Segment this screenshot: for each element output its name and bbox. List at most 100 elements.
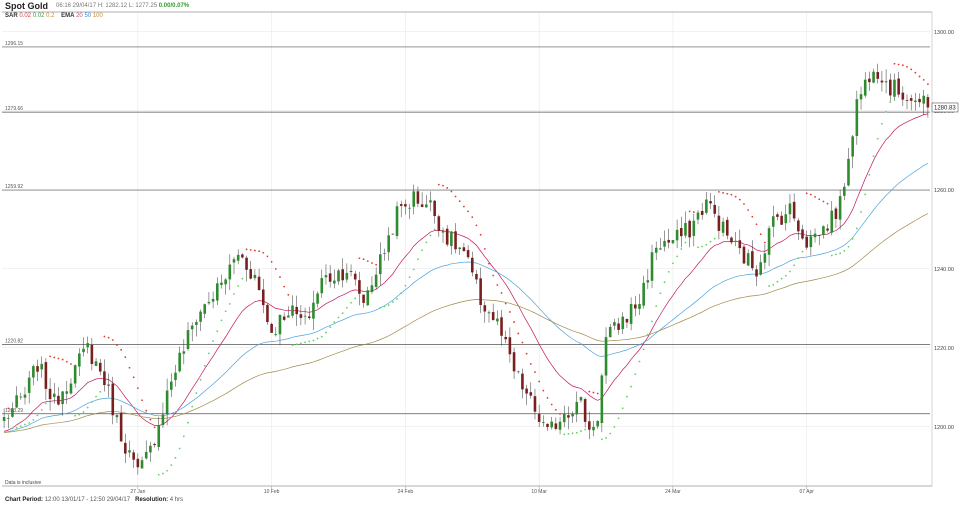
candle-body	[404, 204, 407, 207]
candle	[851, 135, 854, 169]
instrument-title: Spot Gold	[5, 1, 48, 11]
sar-dot-bullish	[396, 298, 398, 300]
candle	[755, 265, 758, 287]
candle-body	[199, 311, 202, 322]
candle	[261, 279, 265, 314]
candle-body	[751, 251, 754, 269]
sar-dot-bullish	[667, 270, 670, 273]
sar-dot-bullish	[99, 390, 102, 393]
sar-dot-bullish	[801, 250, 804, 253]
price-tick-label: 1240.00	[934, 267, 954, 273]
sar-dot-bearish	[542, 389, 545, 392]
sar-dot-bullish	[835, 253, 837, 256]
candle-body	[6, 417, 10, 419]
candle	[90, 337, 94, 371]
candle	[483, 301, 487, 323]
sar-dot-bearish	[366, 260, 369, 263]
sar-dot-bullish	[333, 321, 336, 323]
candle-body	[797, 220, 800, 232]
candle-body	[600, 375, 604, 424]
candle	[437, 214, 441, 237]
candle-body	[675, 229, 679, 241]
sar-dot-bullish	[166, 469, 169, 472]
candle-body	[926, 97, 930, 108]
candle-body	[190, 325, 194, 330]
candle	[642, 275, 645, 309]
candle-body	[863, 79, 867, 96]
sar-dot-bullish	[860, 211, 862, 213]
sar-dot-bullish	[237, 285, 240, 287]
candle	[65, 380, 69, 404]
candle	[562, 405, 566, 428]
candle	[621, 312, 625, 335]
sar-dot-bearish	[901, 64, 904, 67]
candle-body	[44, 362, 48, 389]
candle	[650, 244, 654, 289]
candle	[69, 378, 73, 395]
sar-dot-bullish	[600, 438, 603, 441]
candle	[863, 72, 867, 98]
sar-label[interactable]: SAR	[5, 13, 18, 19]
sar-dot-bearish	[120, 348, 123, 351]
candle	[124, 433, 127, 464]
candle-body	[174, 372, 177, 380]
sar-dot-bullish	[241, 277, 244, 280]
candle-body	[809, 236, 813, 248]
candle-body	[253, 274, 257, 279]
candle	[667, 228, 671, 249]
sar-dot-bullish	[793, 264, 796, 267]
time-tick-label: 24 Mar	[665, 489, 681, 495]
candle-body	[15, 395, 18, 408]
candle-body	[312, 302, 315, 319]
sar-dot-bearish	[722, 191, 724, 194]
candle-body	[228, 264, 232, 280]
sar-dot-bearish	[521, 341, 524, 344]
candle	[115, 413, 119, 423]
sar-dot-bullish	[839, 252, 842, 255]
candle	[211, 291, 215, 309]
sar-dot-bearish	[362, 258, 365, 261]
sar-dot-bullish	[655, 305, 658, 308]
candle-body	[303, 315, 307, 317]
candle	[11, 402, 14, 418]
candle	[165, 378, 169, 426]
candle	[170, 373, 173, 397]
sar-dot-bullish	[316, 337, 319, 340]
candle	[801, 224, 804, 241]
candle-body	[884, 81, 888, 83]
candle	[220, 274, 223, 289]
ema-label[interactable]: EMA	[61, 13, 75, 19]
candle	[822, 225, 825, 239]
candle-body	[94, 361, 98, 366]
candle-body	[546, 423, 549, 428]
candle	[236, 249, 240, 265]
sar-dot-bullish	[44, 402, 47, 405]
candle-body	[424, 204, 428, 208]
sar-dot-bearish	[918, 75, 921, 78]
candle	[834, 206, 838, 228]
candle-body	[679, 227, 683, 237]
candle-body	[646, 280, 650, 283]
sar-dot-bearish	[513, 321, 515, 323]
candle-body	[270, 323, 273, 333]
sar-dot-bearish	[254, 249, 256, 252]
ema-lines	[3, 113, 929, 433]
sar-dot-bearish	[463, 205, 465, 208]
candle-body	[558, 421, 562, 430]
candle-body	[621, 316, 625, 330]
period-value: 12:00 13/01/17 - 12:50 29/04/17	[44, 497, 131, 503]
candle-body	[909, 98, 913, 101]
sar-dot-bullish	[182, 435, 185, 438]
candle-body	[78, 353, 81, 367]
sar-dot-bullish	[776, 280, 779, 283]
sar-dot-bearish	[508, 311, 511, 313]
candle	[671, 239, 675, 245]
sar-dot-bullish	[11, 427, 14, 430]
sar-dot-bearish	[467, 210, 469, 213]
ema-100-line	[4, 213, 929, 433]
candle-body	[111, 383, 115, 416]
candle	[241, 253, 244, 259]
chart-header: Spot Gold 06:16 29/04/17 H: 1282.12 L: 1…	[0, 0, 960, 22]
sar-dot-bearish	[525, 352, 528, 355]
